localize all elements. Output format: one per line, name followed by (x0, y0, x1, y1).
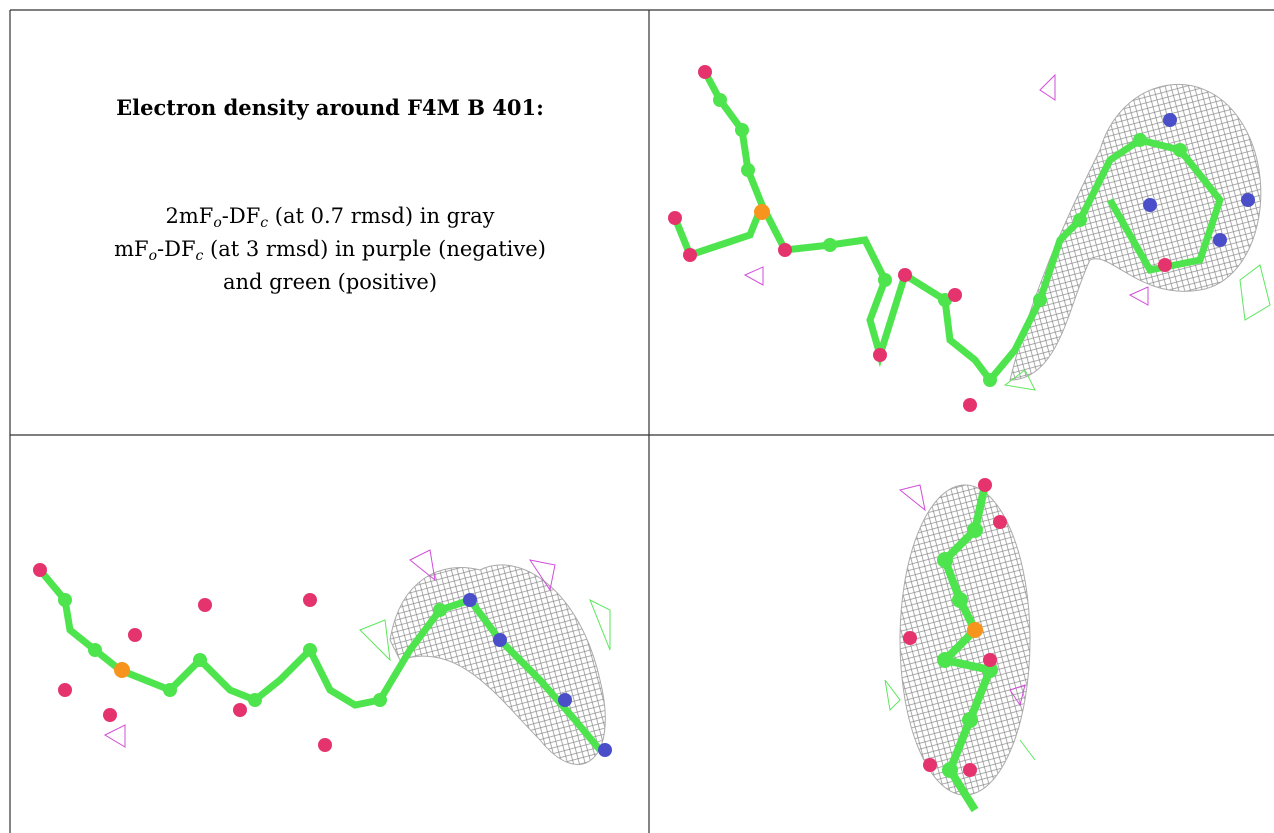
molecule-view-1 (668, 65, 1271, 412)
figure-title: Electron density around F4M B 401: (116, 95, 544, 120)
text: 2mF (165, 204, 214, 228)
subscript: o (148, 248, 158, 264)
text: (at 3 rmsd) in purple (negative) (203, 237, 546, 261)
molecule-view-2 (33, 549, 612, 765)
text: (at 0.7 rmsd) in gray (268, 204, 495, 228)
table-grid (9, 9, 1274, 833)
text: mF (114, 237, 149, 261)
subscript: c (195, 248, 204, 264)
subscript: o (213, 215, 222, 231)
legend-line: 2mFo-DFc (at 0.7 rmsd) in gray (12, 200, 648, 233)
molecule-view-3 (884, 478, 1036, 813)
legend-line: and green (positive) (222, 270, 438, 294)
legend-line: mFo-DFc (at 3 rmsd) in purple (negative) (12, 233, 648, 266)
subscript: c (260, 215, 269, 231)
text: -DF (157, 237, 196, 261)
legend: 2mFo-DFc (at 0.7 rmsd) in gray mFo-DFc (… (12, 200, 648, 299)
text: -DF (221, 204, 261, 228)
